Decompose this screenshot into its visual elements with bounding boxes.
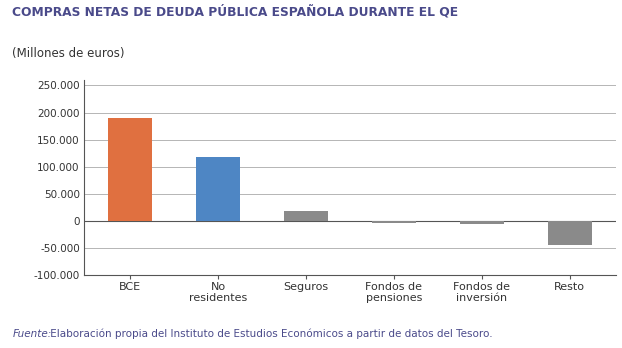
Bar <box>284 211 328 221</box>
Bar <box>108 118 152 221</box>
Text: Fuente:: Fuente: <box>12 329 52 339</box>
Text: Elaboración propia del Instituto de Estudios Económicos a partir de datos del Te: Elaboración propia del Instituto de Estu… <box>47 329 493 339</box>
Bar <box>547 221 592 245</box>
Bar <box>372 221 415 223</box>
Bar <box>460 221 504 224</box>
Text: COMPRAS NETAS DE DEUDA PÚBLICA ESPAÑOLA DURANTE EL QE: COMPRAS NETAS DE DEUDA PÚBLICA ESPAÑOLA … <box>12 5 458 19</box>
Text: (Millones de euros): (Millones de euros) <box>12 47 125 60</box>
Bar <box>196 157 240 221</box>
